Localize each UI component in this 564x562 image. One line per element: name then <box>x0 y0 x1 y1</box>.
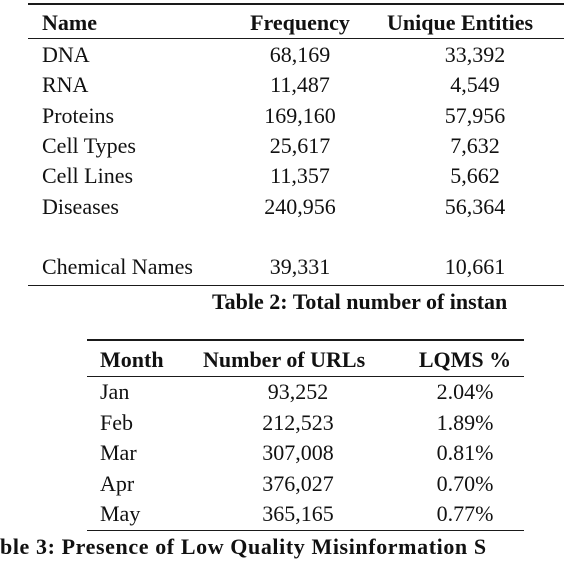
unique-entities-value: 56,364 <box>444 194 506 219</box>
lqms-percent-value: 0.70% <box>436 471 494 496</box>
frequency-value: 11,357 <box>270 163 330 188</box>
frequency-value: 11,487 <box>270 72 330 97</box>
frequency-value: 68,169 <box>269 42 331 67</box>
unique-entities-value: 33,392 <box>444 42 506 67</box>
entity-name: Diseases <box>42 194 119 219</box>
lqms-percent-value: 0.81% <box>436 440 494 465</box>
month-label: Jan <box>100 379 130 404</box>
table-top-rule <box>28 3 564 5</box>
unique-entities-value: 57,956 <box>444 103 506 128</box>
entity-name: Cell Types <box>42 133 136 158</box>
lqms-percent-value: 2.04% <box>436 379 494 404</box>
unique-entities-value: 10,661 <box>444 254 506 279</box>
table-bottom-rule <box>28 285 564 286</box>
url-count-value: 365,165 <box>262 501 334 526</box>
month-label: May <box>100 501 141 526</box>
frequency-value: 169,160 <box>264 103 336 128</box>
table-bottom-rule <box>87 530 524 531</box>
column-header-frequency: Frequency <box>250 10 350 35</box>
table-top-rule <box>87 339 524 341</box>
table-caption: ble 3: Presence of Low Quality Misinform… <box>0 534 487 559</box>
unique-entities-value: 4,549 <box>450 72 500 97</box>
month-label: Mar <box>100 440 137 465</box>
table-header-rule <box>28 38 564 39</box>
entity-name: Cell Lines <box>42 163 134 188</box>
unique-entities-value: 5,662 <box>450 163 500 188</box>
frequency-value: 240,956 <box>264 194 336 219</box>
column-header-name: Name <box>42 10 97 35</box>
month-label: Feb <box>100 410 133 435</box>
table-header-rule <box>87 376 524 377</box>
entity-name: Chemical Names <box>42 254 193 279</box>
table-caption: Table 2: Total number of instan <box>212 289 508 314</box>
lqms-percent-value: 0.77% <box>436 501 494 526</box>
column-header-number-of-urls: Number of URLs <box>203 347 366 372</box>
entity-name: DNA <box>42 42 90 67</box>
column-header-lqms-percent: LQMS % <box>418 347 512 372</box>
column-header-month: Month <box>100 347 164 372</box>
frequency-value: 39,331 <box>269 254 331 279</box>
month-label: Apr <box>100 471 135 496</box>
entity-name: Proteins <box>42 103 115 128</box>
frequency-value: 25,617 <box>269 133 331 158</box>
url-count-value: 376,027 <box>262 471 334 496</box>
column-header-unique-entities: Unique Entities <box>387 10 534 35</box>
lqms-percent-value: 1.89% <box>436 410 494 435</box>
url-count-value: 212,523 <box>262 410 334 435</box>
unique-entities-value: 7,632 <box>450 133 500 158</box>
url-count-value: 307,008 <box>262 440 334 465</box>
url-count-value: 93,252 <box>267 379 329 404</box>
entity-name: RNA <box>42 72 89 97</box>
